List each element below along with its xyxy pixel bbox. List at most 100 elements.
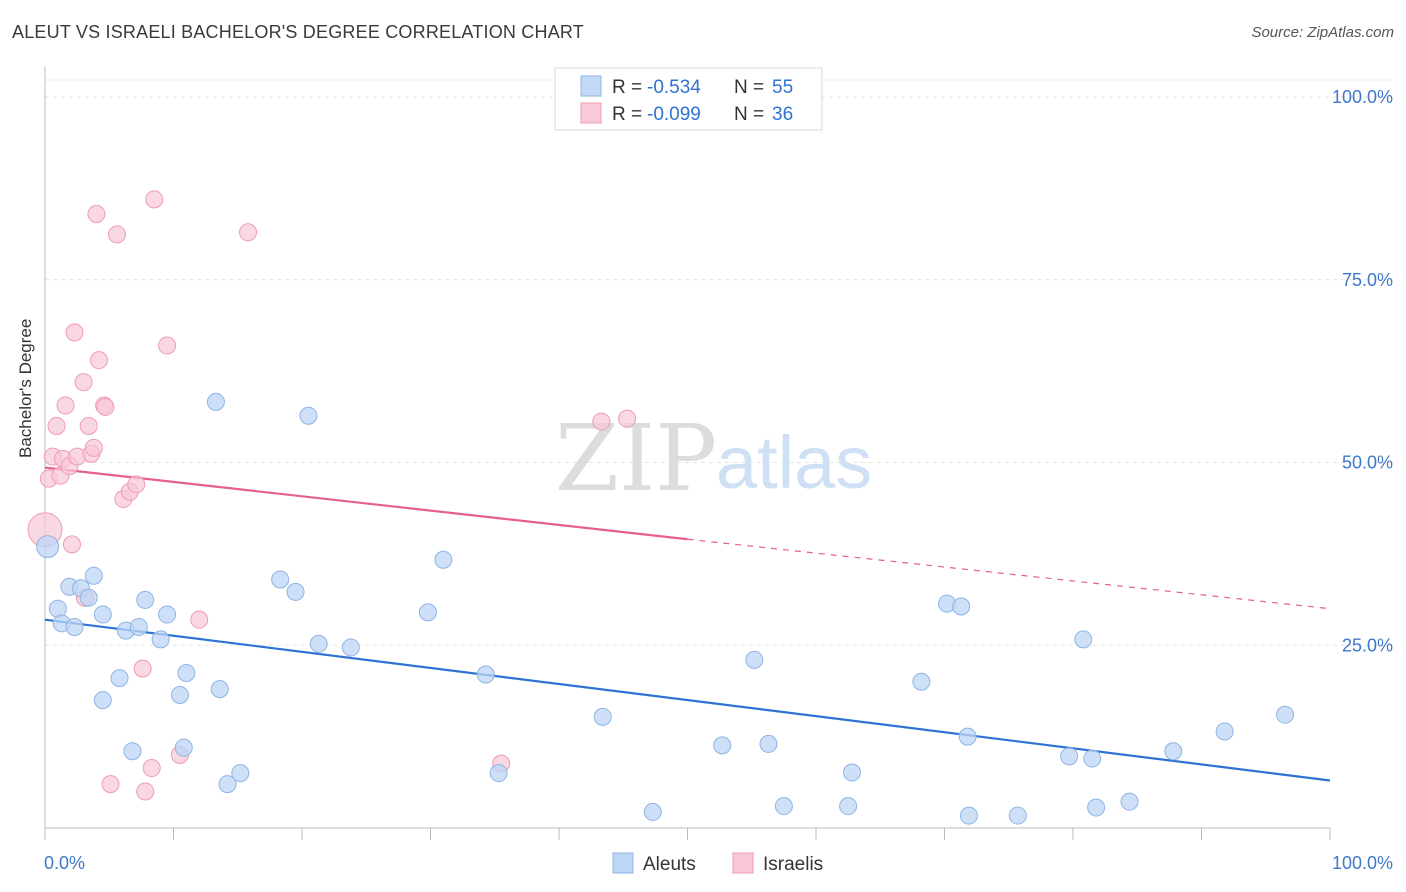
aleut-point — [158, 605, 177, 624]
aleut-point — [65, 617, 84, 636]
israeli-point — [127, 475, 146, 494]
israeli-point — [101, 775, 120, 794]
legend-r-label: R = — [612, 104, 642, 125]
aleut-point — [418, 603, 437, 622]
aleut-point — [842, 763, 861, 782]
aleut-point — [206, 392, 225, 411]
aleut-point — [912, 672, 931, 691]
x-tick-label: 100.0% — [1332, 853, 1393, 873]
aleut-trend-line — [44, 618, 1331, 782]
israeli-trend-line — [44, 466, 688, 541]
aleut-point — [84, 566, 103, 585]
aleut-point — [959, 806, 978, 825]
aleut-point — [93, 691, 112, 710]
aleut-point — [231, 764, 250, 783]
aleut-point — [1120, 792, 1139, 811]
legend-r-value: -0.099 — [647, 104, 701, 125]
aleut-point — [593, 707, 612, 726]
aleut-point — [1060, 747, 1079, 766]
legend-swatch-israelis-bottom — [732, 852, 754, 874]
legend-label-aleuts: Aleuts — [643, 854, 696, 875]
legend-stats: R = -0.534 N = 55 R = -0.099 N = 36 — [554, 67, 823, 131]
israeli-point — [47, 416, 66, 435]
aleut-point — [110, 669, 129, 688]
aleut-point — [136, 590, 155, 609]
aleut-point — [210, 680, 229, 699]
aleut-point — [1276, 705, 1295, 724]
legend-label-israelis: Israelis — [763, 854, 823, 875]
israeli-point — [158, 336, 177, 355]
aleut-point — [271, 570, 290, 589]
watermark-atlas: atlas — [716, 421, 872, 504]
aleut-point — [341, 638, 360, 657]
legend-series: Aleuts Israelis — [612, 852, 823, 875]
watermark-zip: ZIP — [555, 405, 717, 512]
aleut-point — [489, 764, 508, 783]
israeli-point — [107, 225, 126, 244]
aleut-point — [123, 742, 142, 761]
legend-r-label: R = — [612, 77, 642, 98]
israeli-point — [89, 351, 108, 370]
legend-n-label: N = — [734, 104, 764, 125]
israeli-point — [618, 409, 637, 428]
aleut-point — [1164, 742, 1183, 761]
legend-n-value: 36 — [772, 104, 793, 125]
aleut-point — [151, 630, 170, 649]
legend-swatch-aleuts — [580, 75, 602, 97]
israeli-point — [62, 535, 81, 554]
aleut-point — [958, 727, 977, 746]
legend-r-value: -0.534 — [647, 77, 701, 98]
israeli-point — [190, 610, 209, 629]
israeli-trend-extension — [687, 538, 1331, 610]
legend-swatch-aleuts-bottom — [612, 852, 634, 874]
israeli-point — [65, 323, 84, 342]
aleut-point — [1008, 806, 1027, 825]
aleut-point — [643, 802, 662, 821]
aleut-point — [174, 738, 193, 757]
aleut-point — [1074, 630, 1093, 649]
grid-lines — [45, 79, 1392, 646]
aleut-point — [36, 535, 60, 559]
legend-n-label: N = — [734, 77, 764, 98]
x-tick-label: 0.0% — [44, 853, 85, 873]
data-points — [27, 190, 1295, 825]
israeli-point — [96, 397, 115, 416]
israeli-point — [84, 438, 103, 457]
israeli-point — [239, 223, 258, 242]
aleut-point — [129, 617, 148, 636]
aleut-point — [286, 582, 305, 601]
y-tick-label: 100.0% — [1332, 87, 1393, 107]
israeli-point — [79, 416, 98, 435]
israeli-point — [133, 659, 152, 678]
tick-labels: 25.0% 50.0% 75.0% 100.0% 0.0% 100.0% — [44, 87, 1393, 873]
y-tick-label: 50.0% — [1342, 453, 1393, 473]
legend-n-value: 55 — [772, 77, 793, 98]
legend-swatch-israelis — [580, 102, 602, 124]
aleut-point — [774, 797, 793, 816]
aleut-point — [79, 588, 98, 607]
aleut-point — [713, 736, 732, 755]
aleut-point — [218, 775, 237, 794]
aleut-point — [839, 797, 858, 816]
aleut-point — [476, 665, 495, 684]
israeli-point — [56, 396, 75, 415]
aleut-point — [170, 685, 189, 704]
israeli-point — [74, 373, 93, 392]
chart-title: ALEUT VS ISRAELI BACHELOR'S DEGREE CORRE… — [12, 22, 584, 42]
israeli-point — [592, 412, 611, 431]
aleut-point — [299, 406, 318, 425]
aleut-point — [1087, 798, 1106, 817]
aleut-point — [309, 634, 328, 653]
source-label: Source: ZipAtlas.com — [1251, 24, 1394, 41]
aleut-point — [952, 597, 971, 616]
israeli-point — [87, 204, 106, 223]
aleut-point — [177, 664, 196, 683]
aleut-point — [93, 605, 112, 624]
aleut-point — [745, 650, 764, 669]
aleut-point — [434, 550, 453, 569]
israeli-point — [142, 759, 161, 778]
aleut-point — [759, 734, 778, 753]
axes — [44, 67, 1331, 840]
watermark: ZIP atlas — [555, 405, 872, 512]
